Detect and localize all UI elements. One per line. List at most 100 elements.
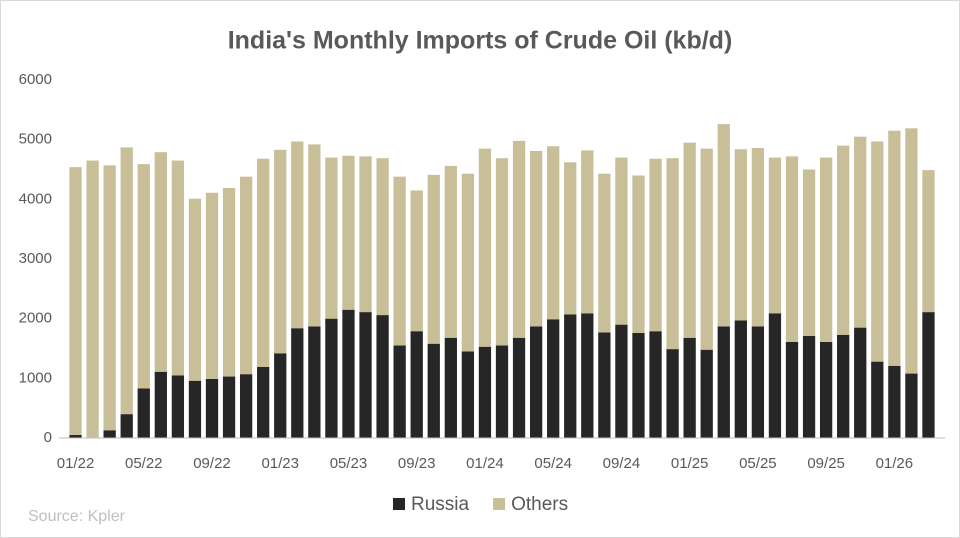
x-tick-label: 09/22: [193, 455, 231, 472]
bar-segment: [922, 312, 935, 438]
bar-segment: [888, 130, 901, 366]
legend-swatch: [393, 498, 405, 510]
bar-segment: [274, 353, 287, 438]
bar-segment: [308, 326, 321, 438]
bar-segment: [188, 380, 202, 438]
bar-segment: [359, 312, 372, 438]
bar-segment: [751, 326, 765, 438]
bar-segment: [734, 320, 747, 438]
bar-segment: [802, 335, 816, 438]
bar-segment: [837, 334, 850, 438]
bar-segment: [69, 167, 82, 436]
bar-segment: [205, 192, 219, 379]
x-tick-label: 05/22: [125, 455, 163, 472]
x-tick-label: 05/23: [330, 455, 368, 472]
legend: Russia Others: [393, 494, 568, 515]
bar-segment: [154, 371, 167, 438]
bar-segment: [427, 174, 440, 344]
bar-segment: [683, 142, 696, 338]
bar-segment: [751, 148, 765, 327]
bar-segment: [393, 176, 406, 346]
bar-segment: [581, 313, 594, 438]
y-tick-label: 6000: [19, 71, 52, 88]
bar-segment: [717, 124, 730, 327]
bar-segment: [905, 373, 918, 438]
bar-segment: [632, 332, 645, 438]
bar-segment: [461, 173, 475, 352]
bar-segment: [291, 141, 304, 329]
bar-segment: [819, 157, 833, 342]
bar-segment: [376, 315, 389, 438]
bar-segment: [86, 160, 99, 439]
bar-segment: [495, 345, 509, 438]
bar-segment: [802, 169, 816, 336]
bar-segment: [717, 326, 730, 438]
bar-segment: [137, 388, 150, 438]
x-tick-label: 09/25: [807, 455, 845, 472]
bar-segment: [222, 187, 236, 377]
bar-segment: [444, 165, 457, 338]
bar-segment: [410, 190, 423, 332]
bar-segment: [649, 158, 662, 332]
bar-segment: [171, 160, 185, 376]
bar-segment: [700, 148, 713, 350]
bar-segment: [854, 327, 867, 438]
bar-segment: [888, 365, 901, 438]
x-tick-label: 09/24: [603, 455, 641, 472]
legend-label: Russia: [411, 494, 470, 515]
bar-segment: [239, 176, 253, 375]
bar-segment: [342, 155, 355, 310]
bar-segment: [905, 128, 918, 374]
bar-segment: [615, 157, 628, 325]
x-tick-label: 05/24: [534, 455, 572, 472]
bar-segment: [632, 175, 645, 333]
bar-segment: [871, 361, 884, 438]
chart-title: India's Monthly Imports of Crude Oil (kb…: [228, 27, 733, 55]
bar-segment: [154, 152, 167, 372]
bar-segment: [478, 148, 492, 347]
bar-segment: [785, 341, 799, 438]
bar-segment: [325, 318, 338, 438]
x-tick-label: 05/25: [739, 455, 777, 472]
bar-segment: [768, 313, 782, 438]
y-tick-label: 5000: [19, 131, 52, 148]
x-tick-label: 01/23: [261, 455, 299, 472]
bar-segment: [257, 366, 270, 438]
y-tick-label: 1000: [19, 369, 52, 386]
y-tick-label: 4000: [19, 190, 52, 207]
bar-segment: [871, 141, 884, 362]
bar-segment: [564, 162, 577, 315]
bar-segment: [205, 378, 219, 438]
bar-segment: [222, 376, 236, 438]
bar-segment: [495, 158, 509, 346]
bar-segment: [785, 156, 799, 342]
bar-segment: [359, 156, 372, 313]
bar-segment: [478, 346, 492, 438]
bar-segment: [410, 331, 423, 438]
x-tick-label: 01/22: [57, 455, 95, 472]
bar-segment: [103, 430, 116, 438]
bar-segment: [444, 337, 457, 438]
bar-segment: [120, 414, 133, 438]
bar-segment: [325, 157, 338, 319]
bar-segment: [137, 164, 150, 389]
bar-segment: [700, 349, 713, 438]
bar-segment: [529, 151, 543, 327]
bar-segment: [598, 332, 611, 438]
bar-segment: [734, 149, 747, 321]
bar-segment: [512, 337, 526, 438]
bar-segment: [171, 375, 185, 438]
bar-segment: [819, 341, 833, 438]
bar-segment: [529, 326, 543, 438]
bar-segment: [922, 170, 935, 313]
y-tick-label: 3000: [19, 250, 52, 267]
x-tick-label: 01/25: [671, 455, 709, 472]
bar-segment: [683, 337, 696, 438]
bar-segment: [547, 146, 560, 320]
bar-segment: [291, 328, 304, 438]
bar-segment: [308, 144, 321, 327]
bar-segment: [512, 140, 526, 338]
bar-segment: [547, 319, 560, 438]
bar-segment: [120, 147, 133, 415]
